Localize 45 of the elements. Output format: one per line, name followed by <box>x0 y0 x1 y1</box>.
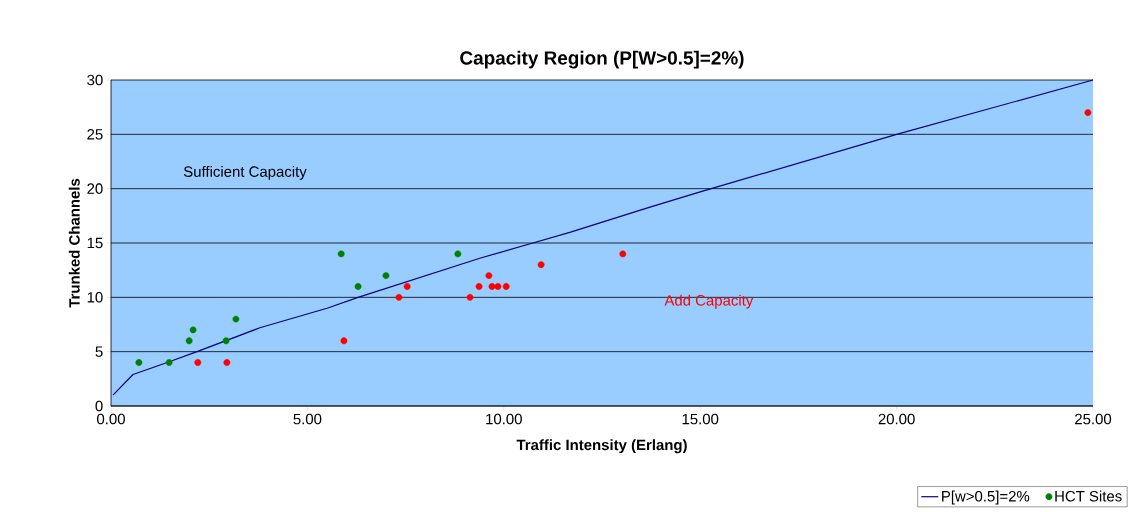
annotation: Sufficient Capacity <box>183 165 307 180</box>
x-tick-label: 15.00 <box>682 413 719 425</box>
point <box>223 359 231 366</box>
y-tick-label: 0 <box>95 400 103 412</box>
point <box>485 272 493 279</box>
point <box>189 326 197 334</box>
point <box>222 337 230 345</box>
point <box>466 293 474 301</box>
line-series <box>112 79 1094 396</box>
point <box>502 283 510 290</box>
x-tick-label: 25.00 <box>1075 413 1112 425</box>
y-tick-label: 25 <box>87 129 103 140</box>
x-tick-label: 0.00 <box>97 413 125 425</box>
point <box>232 315 240 323</box>
point <box>454 250 462 258</box>
y-tick-label: 10 <box>87 292 103 303</box>
y-tick-label: 5 <box>95 346 103 357</box>
y-tick-label: 30 <box>87 74 103 86</box>
point <box>1084 109 1092 116</box>
annotation: Add Capacity <box>664 294 754 309</box>
point <box>475 283 483 290</box>
point <box>619 250 627 258</box>
point <box>494 283 502 290</box>
point <box>488 283 496 290</box>
point <box>382 272 390 279</box>
legend-label: P[w>0.5]=2% <box>942 490 1030 505</box>
point <box>165 359 173 366</box>
point <box>395 293 403 301</box>
point <box>194 359 202 366</box>
x-tick-label: 5.00 <box>293 413 322 425</box>
chart-title: Capacity Region (P[W>0.5]=2%) <box>460 50 744 69</box>
y-tick-label: 15 <box>87 237 103 249</box>
x-tick-label: 10.00 <box>486 413 522 425</box>
point <box>185 337 193 345</box>
point <box>135 359 143 366</box>
y-tick-label: 20 <box>87 183 103 194</box>
point <box>340 337 348 345</box>
y-axis-title: Trunked Channels <box>68 178 80 308</box>
point <box>403 283 411 290</box>
x-axis-title: Traffic Intensity (Erlang) <box>516 439 687 454</box>
legend-label: HCT Sites <box>1055 490 1122 502</box>
point <box>537 261 545 269</box>
point <box>354 283 362 290</box>
point <box>337 250 345 258</box>
x-tick-label: 20.00 <box>878 413 915 425</box>
